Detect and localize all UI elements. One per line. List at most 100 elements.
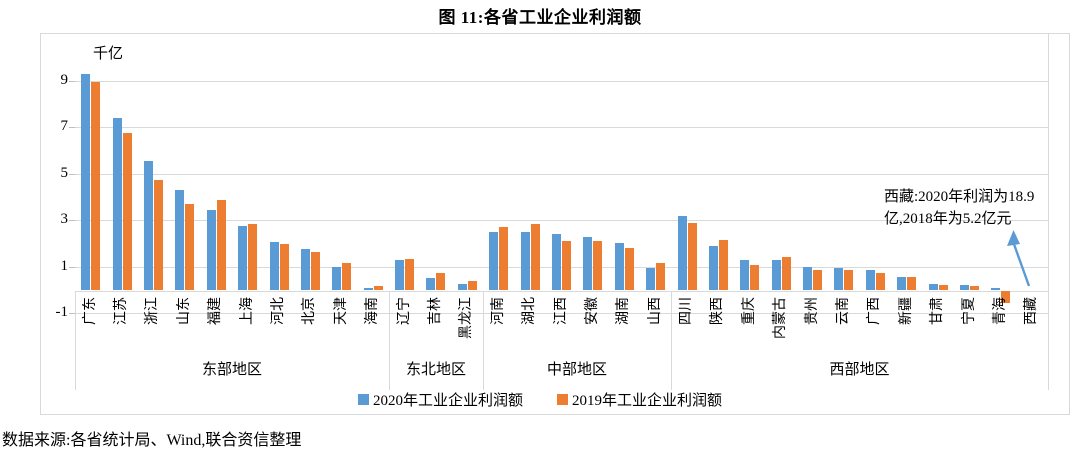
bar-2020年-山东: [175, 190, 184, 290]
category-label-text: 北京: [302, 297, 317, 325]
bar-2020年-湖南: [615, 243, 624, 290]
annotation-line2: 亿,2018年为5.2亿元: [884, 211, 1012, 227]
gridline-1: [75, 267, 1048, 268]
bar-2020年-甘肃: [929, 284, 938, 290]
bar-2019年-青海: [1001, 291, 1010, 303]
category-label-天津: 天津: [334, 294, 349, 360]
y-tickmark: [69, 81, 75, 82]
category-label-云南: 云南: [836, 294, 851, 360]
bar-2019年-河北: [280, 244, 289, 290]
bar-2019年-湖南: [625, 248, 634, 290]
category-label-text: 宁夏: [962, 297, 977, 325]
category-label-广西: 广西: [867, 294, 882, 360]
bar-2020年-湖北: [521, 232, 530, 290]
bar-2020年-宁夏: [960, 285, 969, 290]
category-label-text: 上海: [240, 297, 255, 325]
category-label-重庆: 重庆: [742, 294, 757, 360]
bar-2020年-内蒙古: [772, 260, 781, 290]
legend: 2020年工业企业利润额 2019年工业企业利润额: [0, 389, 1080, 410]
bar-2019年-安徽: [593, 241, 602, 290]
bar-2019年-河南: [499, 227, 508, 290]
figure-title: 图 11:各省工业企业利润额: [438, 8, 642, 27]
category-label-贵州: 贵州: [805, 294, 820, 360]
y-tick-label: 5: [60, 165, 69, 181]
region-label-西部地区: 西部地区: [829, 362, 890, 378]
y-tick-label: 9: [60, 72, 69, 88]
category-label-宁夏: 宁夏: [962, 294, 977, 360]
category-label-text: 湖北: [522, 297, 537, 325]
category-label-福建: 福建: [208, 294, 223, 360]
bar-2020年-江苏: [113, 118, 122, 290]
bar-2019年-广西: [876, 273, 885, 290]
category-label-浙江: 浙江: [145, 294, 160, 360]
category-label-text: 甘肃: [930, 297, 945, 325]
bar-2019年-北京: [311, 252, 320, 290]
gridline-3: [75, 220, 1048, 221]
bar-2019年-陕西: [719, 240, 728, 290]
bar-2020年-河南: [489, 232, 498, 290]
category-label-text: 云南: [836, 297, 851, 325]
bar-2019年-湖北: [531, 224, 540, 290]
bar-2020年-广西: [866, 270, 875, 290]
bar-2020年-海南: [364, 288, 373, 290]
region-label-中部地区: 中部地区: [546, 362, 607, 378]
source-note: 数据来源:各省统计局、Wind,联合资信整理: [2, 432, 302, 449]
bar-2020年-四川: [678, 216, 687, 290]
bar-2020年-陕西: [709, 246, 718, 290]
category-label-上海: 上海: [240, 294, 255, 360]
legend-label: 2019年工业企业利润额: [572, 393, 723, 409]
category-label-text: 四川: [679, 297, 694, 325]
bar-2020年-河北: [270, 242, 279, 290]
category-label-text: 广西: [867, 297, 882, 325]
category-label-新疆: 新疆: [899, 294, 914, 360]
y-axis-unit-label: 千亿: [93, 46, 124, 62]
bar-2019年-宁夏: [970, 286, 979, 290]
category-label-河南: 河南: [491, 294, 506, 360]
category-label-text: 黑龙江: [459, 297, 474, 339]
bar-2019年-重庆: [750, 265, 759, 290]
annotation-arrow-icon: [1007, 230, 1031, 287]
legend-item: 2020年工业企业利润额: [357, 389, 523, 410]
bar-2020年-吉林: [426, 278, 435, 290]
category-label-text: 浙江: [145, 297, 160, 325]
bar-2019年-海南: [374, 286, 383, 290]
category-label-text: 新疆: [899, 297, 914, 325]
category-label-text: 江苏: [114, 297, 129, 325]
bar-2019年-浙江: [154, 180, 163, 290]
category-label-北京: 北京: [302, 294, 317, 360]
bar-2020年-青海: [991, 288, 1000, 290]
category-label-text: 湖南: [616, 297, 631, 325]
category-label-text: 山东: [177, 297, 192, 325]
legend-label: 2020年工业企业利润额: [372, 393, 523, 409]
group-separator: [671, 291, 672, 390]
category-label-广东: 广东: [83, 294, 98, 360]
bar-2019年-内蒙古: [782, 257, 791, 290]
category-label-text: 天津: [334, 297, 349, 325]
bar-2020年-天津: [332, 267, 341, 290]
category-label-四川: 四川: [679, 294, 694, 360]
bar-2020年-贵州: [803, 267, 812, 290]
bar-2019年-天津: [342, 263, 351, 290]
bar-2019年-江西: [562, 241, 571, 290]
bar-2020年-安徽: [583, 237, 592, 290]
bar-2020年-广东: [81, 74, 90, 290]
category-label-黑龙江: 黑龙江: [459, 294, 474, 360]
plot-right-border: [1048, 34, 1049, 390]
annotation-line1: 西藏:2020年利润为18.9: [884, 189, 1035, 205]
bar-2019年-山东: [185, 204, 194, 290]
bar-2020年-北京: [301, 249, 310, 290]
category-label-内蒙古: 内蒙古: [773, 294, 788, 360]
category-label-江苏: 江苏: [114, 294, 129, 360]
category-label-text: 西藏: [1024, 297, 1039, 325]
category-label-江西: 江西: [554, 294, 569, 360]
bar-2020年-云南: [834, 268, 843, 290]
category-label-text: 山西: [648, 297, 663, 325]
category-label-text: 江西: [554, 297, 569, 325]
bar-2019年-广东: [91, 82, 100, 290]
bar-2019年-江苏: [123, 133, 132, 290]
group-separator: [483, 291, 484, 390]
category-label-text: 青海: [993, 297, 1008, 325]
y-tick-label: -1: [55, 304, 69, 320]
category-band-border: [75, 291, 1048, 292]
